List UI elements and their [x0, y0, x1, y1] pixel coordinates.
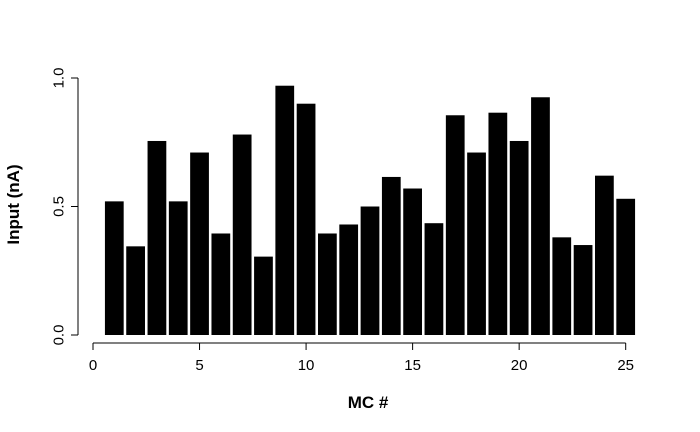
x-tick-label: 0 [89, 357, 97, 374]
bar-mc-13 [360, 206, 380, 335]
bar-mc-17 [445, 115, 465, 336]
x-tick-label: 25 [617, 357, 634, 374]
bar-mc-14 [381, 176, 401, 335]
bar-mc-20 [509, 140, 529, 335]
bar-mc-18 [467, 152, 486, 335]
x-tick-label: 20 [511, 357, 528, 374]
bar-mc-8 [254, 256, 273, 335]
x-axis: 0 5 10 15 20 25 [89, 342, 634, 374]
bar-mc-4 [168, 201, 188, 335]
y-axis: 0.0 0.5 1.0 [50, 68, 79, 346]
bar-mc-3 [147, 140, 167, 335]
x-tick-label: 5 [195, 357, 203, 374]
bars-group [104, 85, 636, 336]
bar-mc-22 [552, 237, 572, 335]
y-tick-label: 1.0 [50, 68, 67, 89]
bar-mc-23 [573, 245, 593, 335]
bar-mc-2 [126, 246, 145, 335]
x-tick-label: 15 [404, 357, 421, 374]
bar-mc-11 [318, 233, 337, 335]
bar-mc-24 [595, 175, 614, 335]
y-tick-label: 0.5 [50, 196, 67, 217]
bar-mc-12 [339, 224, 359, 335]
bar-mc-19 [488, 112, 508, 335]
bar-mc-25 [616, 198, 636, 335]
bar-mc-16 [424, 223, 444, 335]
bar-mc-9 [275, 85, 295, 336]
bar-mc-6 [211, 233, 231, 335]
y-axis-title: Input (nA) [4, 164, 23, 244]
bar-mc-10 [296, 103, 316, 335]
y-tick-label: 0.0 [50, 325, 67, 346]
bar-mc-5 [190, 152, 209, 335]
x-axis-title: MC # [348, 393, 389, 412]
bar-mc-15 [403, 188, 422, 335]
bar-mc-1 [104, 201, 124, 335]
bar-mc-21 [531, 97, 550, 336]
bar-mc-7 [232, 134, 252, 335]
x-tick-label: 10 [298, 357, 315, 374]
